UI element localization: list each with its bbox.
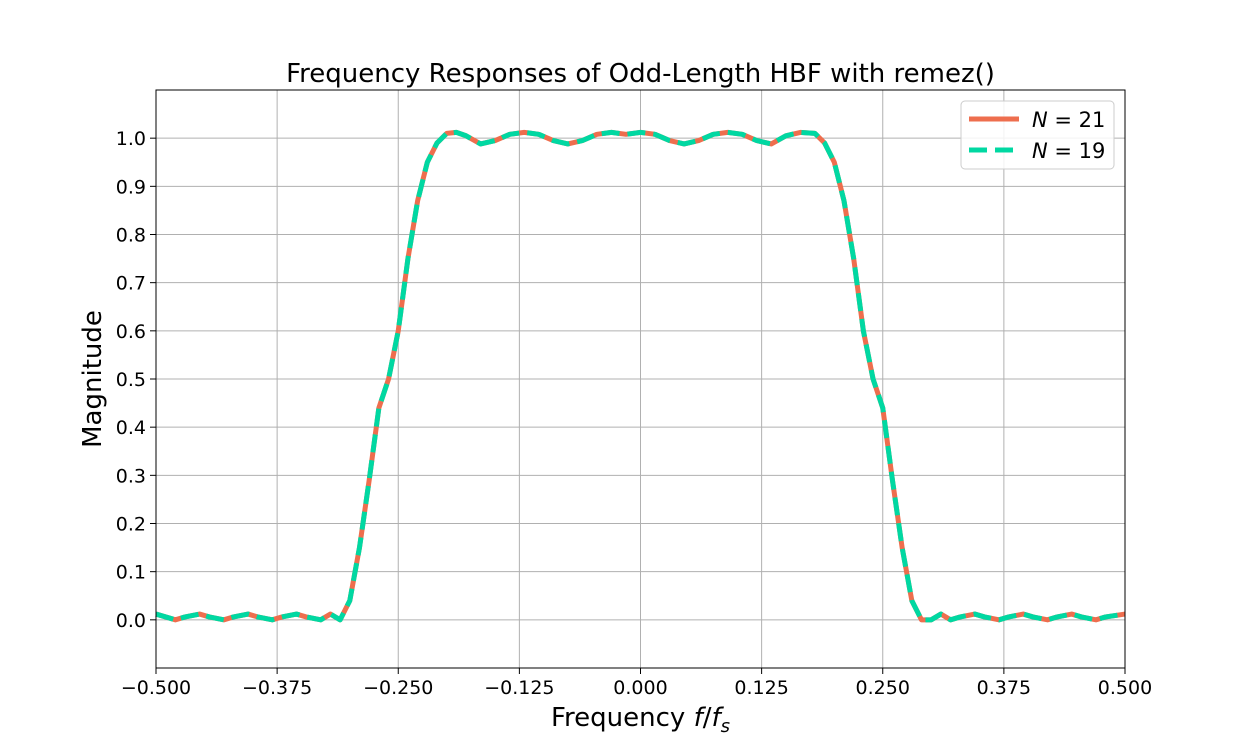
y-tick-label-9: 0.9 <box>116 176 146 198</box>
y-tick-label-10: 1.0 <box>116 128 146 150</box>
x-tick-label-1: −0.375 <box>242 677 312 699</box>
series-line-n19 <box>155 129 1126 623</box>
y-tick-label-1: 0.1 <box>116 562 146 584</box>
x-tick-label-8: 0.500 <box>1098 677 1152 699</box>
y-tick-label-4: 0.4 <box>116 417 146 439</box>
y-tick-label-0: 0.0 <box>116 610 146 632</box>
x-tick-label-6: 0.250 <box>856 677 910 699</box>
y-tick-label-8: 0.8 <box>116 225 146 247</box>
chart-title: Frequency Responses of Odd-Length HBF wi… <box>286 59 995 89</box>
x-tick-label-7: 0.375 <box>977 677 1031 699</box>
x-tick-label-3: −0.125 <box>484 677 554 699</box>
x-tick-label-0: −0.500 <box>121 677 191 699</box>
legend-label-n19: N = 19 <box>1032 139 1105 163</box>
y-axis-label: Magnitude <box>78 310 108 448</box>
ticks: −0.500 −0.375 −0.250 −0.125 0.000 0.125 0.250 0… <box>116 128 1152 699</box>
y-tick-label-3: 0.3 <box>116 465 146 487</box>
y-tick-label-2: 0.2 <box>116 514 146 536</box>
x-tick-label-5: 0.125 <box>734 677 788 699</box>
y-tick-label-5: 0.5 <box>116 369 146 391</box>
y-tick-label-6: 0.6 <box>116 321 146 343</box>
legend: N = 21 N = 19 <box>960 100 1115 170</box>
x-tick-label-4: 0.000 <box>613 677 667 699</box>
series-layer <box>155 129 1126 623</box>
y-tick-label-7: 0.7 <box>116 273 146 295</box>
legend-label-n21: N = 21 <box>1032 108 1105 132</box>
x-axis-label: Frequency f/fs <box>551 703 730 737</box>
x-tick-label-2: −0.250 <box>363 677 433 699</box>
